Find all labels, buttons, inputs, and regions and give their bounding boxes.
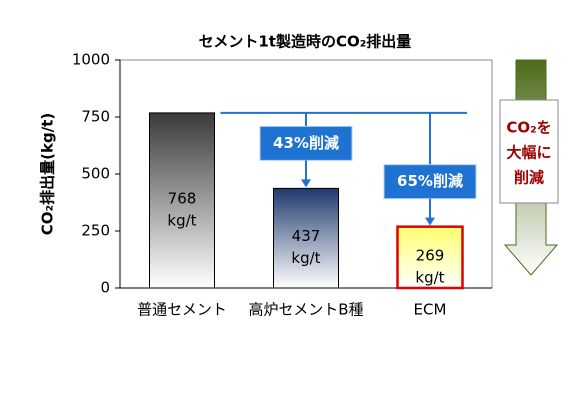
value-label: 269 kg/t <box>415 246 444 286</box>
y-tick-label: 250 <box>81 222 110 240</box>
y-tick-label: 1000 <box>72 51 110 69</box>
y-tick-label: 0 <box>100 279 110 297</box>
annotation-box <box>383 164 477 200</box>
annotation: 65%削減 <box>397 172 463 190</box>
arrow-head <box>425 217 435 226</box>
value-label: 437 kg/t <box>291 227 320 267</box>
bar <box>273 187 339 289</box>
annotation-box <box>259 125 353 161</box>
side-note: CO₂を <box>506 119 551 137</box>
x-tick-label: 普通セメント <box>137 301 227 319</box>
annotation: 43%削減 <box>273 134 339 152</box>
x-tick-label: ECM <box>414 301 447 319</box>
y-axis-label: CO₂排出量(kg/t) <box>39 113 57 235</box>
side-note: 大幅に <box>506 144 551 162</box>
y-tick-label: 750 <box>81 108 110 126</box>
chart-title: セメント1t製造時のCO₂排出量 <box>199 33 412 51</box>
side-note-box <box>499 99 559 204</box>
value-label: 768 kg/t <box>167 189 196 229</box>
bar <box>149 112 215 289</box>
bar <box>396 225 464 290</box>
x-tick-label: 高炉セメントB種 <box>249 301 364 319</box>
arrow-head <box>301 179 311 188</box>
y-tick-label: 500 <box>81 165 110 183</box>
side-note: 削減 <box>514 169 544 187</box>
